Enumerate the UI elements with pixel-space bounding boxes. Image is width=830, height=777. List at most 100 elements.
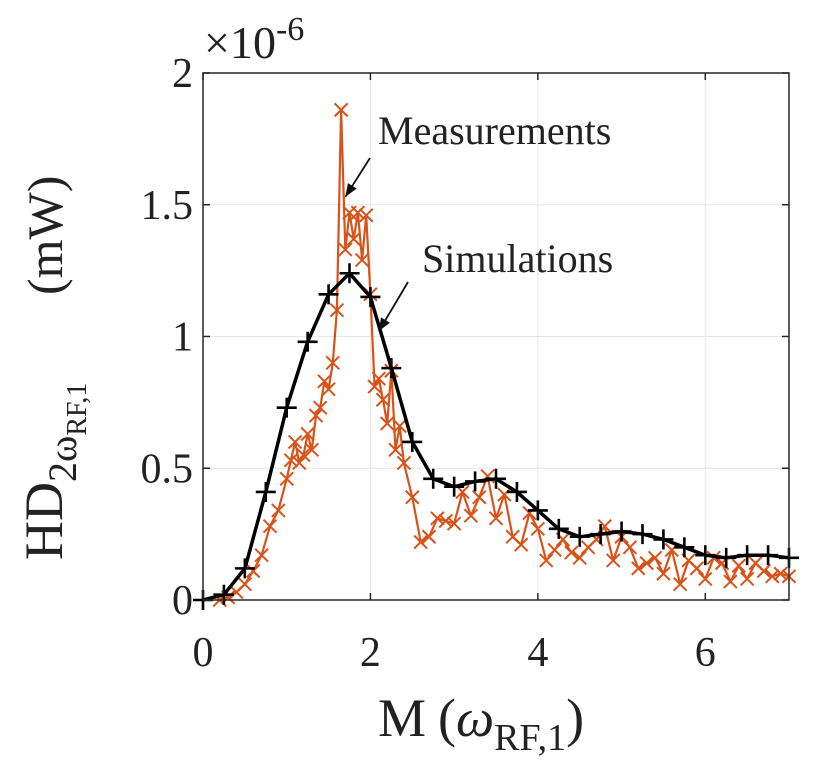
measurements-point (396, 455, 412, 471)
y-multiplier: ×10-6 (204, 11, 304, 68)
measurements-point (539, 553, 554, 568)
simulations-point (402, 431, 423, 452)
x-axis-label: M (ωRF,1) (378, 688, 584, 759)
plot-area (193, 102, 799, 610)
annotation-simulations: Simulations (422, 236, 613, 281)
y-tick-label: 0 (172, 578, 193, 624)
simulations-point (527, 500, 548, 521)
measurements-point (622, 540, 638, 555)
simulations-point (297, 331, 318, 352)
measurements-point (472, 490, 487, 505)
simulations-point (758, 545, 779, 566)
simulations-point (360, 286, 381, 307)
measurements-point (308, 408, 324, 423)
measurements-point (359, 208, 374, 223)
y-multiplier-base: ×10 (204, 17, 276, 68)
y-axis-label-main: HD (14, 482, 74, 560)
measurements-point (513, 537, 529, 552)
simulations-point (423, 468, 444, 489)
measurements-point (367, 379, 382, 394)
x-axis-label-main: M (378, 688, 426, 748)
measurements-point (631, 561, 646, 576)
measurements-point (354, 252, 370, 268)
simulations-point (611, 521, 632, 542)
x-axis-label-paren-open: ( (438, 688, 456, 748)
simulations-point (569, 526, 590, 547)
annotation-arrow (378, 281, 409, 332)
measurements-point (304, 442, 320, 458)
measurements-point (296, 447, 311, 463)
measurements-point (530, 521, 546, 537)
measurements-point (773, 566, 788, 581)
measurements-point (333, 102, 349, 118)
measurements-point (421, 529, 437, 544)
simulations-point (486, 468, 506, 489)
measurements-point (413, 534, 428, 550)
simulations-point (506, 481, 527, 502)
simulations-point (213, 584, 234, 605)
simulations-point (444, 476, 465, 497)
simulations-point (653, 529, 674, 550)
x-axis-label-paren-close: ) (566, 688, 584, 748)
y-axis-label-subsub: RF,1 (62, 383, 93, 436)
measurements-point (488, 511, 504, 526)
measurements-point (346, 231, 361, 247)
measurements-point (321, 381, 336, 397)
measurements-point (463, 508, 479, 523)
annotation-measurements: Measurements (378, 108, 611, 153)
measurements-point (564, 545, 579, 560)
measurements-point (672, 576, 688, 592)
measurements-point (656, 566, 671, 581)
annotation-arrow (344, 157, 371, 198)
y-multiplier-exponent: -6 (276, 11, 304, 48)
measurements-point (388, 442, 403, 458)
measurements-point (300, 426, 315, 442)
simulations-point (465, 471, 486, 492)
annotation-arrows (344, 157, 409, 332)
measurements-point (262, 519, 278, 534)
measurements-point (438, 513, 453, 529)
y-tick-label: 2 (172, 51, 193, 97)
measurements-point (446, 516, 462, 531)
measurements-point (647, 550, 663, 566)
ticks: 0 2 4 6 0 0.5 1 1.5 2 (141, 51, 789, 676)
measurements-point (639, 555, 654, 571)
simulations-point (737, 545, 758, 566)
x-tick-label: 4 (527, 630, 548, 676)
simulations-point (674, 537, 695, 558)
measurements-point (430, 511, 445, 526)
measurements-point (497, 487, 512, 502)
measurements-point (756, 563, 772, 579)
y-axis-label: HD2ωRF,1 (14, 383, 93, 560)
measurements-point (237, 576, 253, 592)
measurements-point (254, 547, 269, 563)
measurements-point (731, 558, 746, 573)
y-axis-unit: (mW) (17, 176, 73, 295)
measurements-point (312, 400, 328, 415)
simulations-point (318, 284, 339, 305)
measurements-point (371, 371, 387, 386)
measurements-point (338, 242, 353, 257)
measurements-point (392, 418, 407, 434)
measurements-point (283, 453, 299, 468)
simulations-point (255, 481, 276, 502)
x-tick-label: 6 (695, 630, 716, 676)
measurements-point (292, 455, 307, 471)
simulations-point (339, 263, 360, 284)
measurements-point (605, 553, 621, 568)
y-tick-label: 1.5 (141, 183, 194, 229)
y-tick-label: 1 (172, 315, 193, 361)
simulations-point (381, 358, 402, 379)
measurements-point (547, 542, 562, 558)
measurements-point (325, 355, 340, 371)
simulations-point (716, 547, 737, 568)
measurements-point (329, 302, 345, 318)
x-axis-label-sub: RF,1 (494, 717, 566, 759)
measurements-point (375, 392, 391, 407)
simulations-point (590, 524, 611, 545)
measurements-point (765, 569, 780, 584)
y-axis-label-sub: 2ω (40, 436, 85, 482)
y-tick-label: 0.5 (141, 446, 194, 492)
measurements-point (405, 490, 420, 505)
